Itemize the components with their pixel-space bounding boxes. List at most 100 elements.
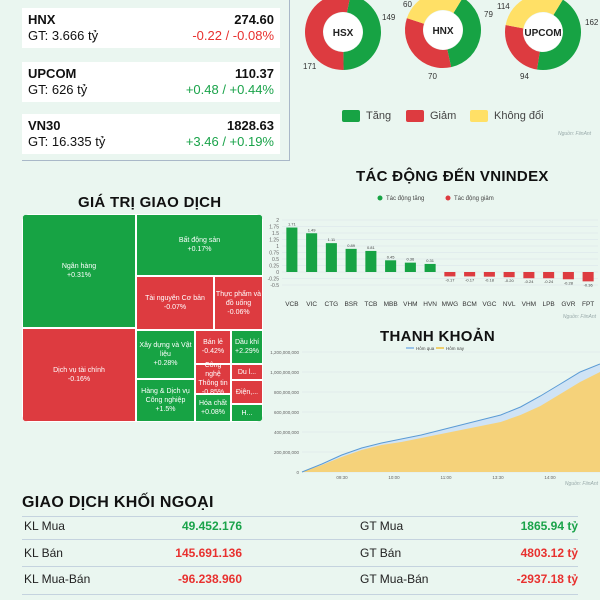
bar-value-label: -0.28 [564,280,574,285]
impact-bar [464,272,476,277]
donut-segment-up [447,0,481,68]
x-category-label: CTG [325,301,339,308]
impact-bar [345,248,357,272]
legend-swatch-down [406,110,424,122]
x-category-label: NVL [503,301,516,308]
donut-hnx-flat-count: 60 [403,0,412,9]
bar-value-label: -0.24 [524,279,534,284]
source-note: Nguồn: FiinAnt [558,131,592,137]
kl-net-label: KL Mua-Bán [24,572,91,586]
legend-swatch-flat [470,110,488,122]
impact-bar [325,243,337,272]
x-tick-label: 09:30 [336,475,348,480]
legend-dot-up [377,195,383,201]
gt-ban-label: GT Bán [360,546,402,560]
donut-upcom-up-count: 162 [585,18,599,27]
index-price: 1828.63 [227,118,274,133]
impact-bar [306,233,318,272]
treemap-cell[interactable]: Ngân hàng +0.31% [22,214,136,328]
foreign-section-title: GIAO DỊCH KHỐI NGOẠI [22,494,214,511]
x-category-label: VCB [285,301,298,308]
index-change: -0.22 / -0.08% [192,28,274,43]
y-tick-label: 1,000,000,000 [270,370,299,375]
impact-bar [483,272,495,277]
donut-hsx-down-count: 171 [303,62,317,71]
impact-bar [385,260,397,272]
y-tick-label: 0 [296,470,299,475]
gt-mua-value: 1865.94 tỷ [520,519,578,533]
y-tick-label: 400,000,000 [274,430,300,435]
impact-bar [404,262,416,272]
index-price: 110.37 [234,66,274,81]
donut-segment-flat [406,0,462,24]
donut-segment-down [405,18,452,69]
x-category-label: BSR [344,301,358,308]
bar-value-label: 1.49 [308,227,317,232]
treemap-cell[interactable]: Điện,... [231,380,263,404]
x-category-label: BCM [462,301,476,308]
bar-value-label: 0.81 [367,245,376,250]
index-change: +3.46 / +0.19% [185,134,274,149]
treemap-cell[interactable]: Tài nguyên Cơ bản -0.07% [136,276,214,330]
line-yesterday [301,363,600,473]
treemap-cell[interactable]: Bất động sản +0.17% [136,214,263,276]
impact-bar [503,272,515,278]
donut-label: UPCOM [524,28,561,39]
index-card-hnx: HNX 274.60 GT: 3.666 tỷ -0.22 / -0.08% [22,8,280,48]
divider [22,160,290,161]
source-note: Nguồn: FiinAnt [565,481,599,487]
breadth-donut-chart: HSX HNX UPCOM [305,0,581,70]
treemap-cell[interactable]: Xây dựng và Vật liệu +0.28% [136,330,195,379]
treemap-cell[interactable]: Dịch vụ tài chính -0.16% [22,328,136,422]
divider [22,516,578,517]
treemap-cell[interactable]: Công nghệ Thông tin -0.85% [195,362,231,396]
x-tick-label: 13:30 [492,475,504,480]
donut-label: HNX [432,26,453,37]
treemap-cell[interactable]: Du l... [231,364,263,380]
y-tick-label: 800,000,000 [274,390,300,395]
treemap-cell[interactable]: Hóa chất +0.08% [195,394,231,422]
index-value-traded: GT: 16.335 tỷ [28,134,106,149]
liquidity-area-chart: Hôm qua Hôm nay 1,200,000,000 1,000,000,000… [270,346,600,487]
donut-segment-down [305,0,350,70]
divider [22,594,578,595]
donut-center [323,12,363,52]
bar-value-label: -0.17 [445,277,455,282]
kl-mua-label: KL Mua [24,519,65,533]
y-tick-label: 600,000,000 [274,410,300,415]
legend-label: Hôm qua [416,346,435,351]
kl-mua-value: 49.452.176 [181,519,242,533]
gt-net-label: GT Mua-Bán [360,572,429,586]
y-tick-label: 200,000,000 [274,450,300,455]
donut-segment-down [505,25,540,70]
x-tick-label: 10:00 [388,475,400,480]
y-tick-label: 1.5 [272,231,279,237]
impact-bar [582,272,594,282]
index-value-traded: GT: 626 tỷ [28,82,88,97]
treemap-cell[interactable]: H... [231,404,263,422]
y-tick-label: -0.25 [268,277,280,283]
bar-value-label: -0.18 [485,278,495,283]
y-tick-label: 0.75 [269,251,279,257]
x-category-label: LPB [542,301,554,308]
treemap-cell[interactable]: Dầu khí +2.29% [231,330,263,364]
impact-bar [424,263,436,272]
legend-down-label: Giảm [430,110,457,122]
x-tick-label: 11:00 [441,475,452,480]
treemap-cell[interactable]: Hàng & Dịch vụ Công nghiệp +1.5% [136,379,195,422]
area-today [302,372,600,472]
donut-hnx-down-count: 70 [428,72,437,81]
impact-bar [444,272,456,277]
sector-treemap: Ngân hàng +0.31% Dịch vụ tài chính -0.16% … [22,214,263,422]
bar-value-label: -0.36 [584,282,594,287]
treemap-cell[interactable]: Thực phẩm và đồ uống -0.06% [214,276,263,330]
y-tick-label: 2 [276,218,279,224]
impact-bar [286,227,298,272]
impact-section-title: TÁC ĐỘNG ĐẾN VNINDEX [356,168,549,185]
index-card-vn30: VN30 1828.63 GT: 16.335 tỷ +3.46 / +0.19% [22,114,280,154]
index-price: 274.60 [234,12,274,27]
y-tick-label: 0.5 [272,257,279,263]
donut-upcom-flat-count: 114 [497,2,510,11]
divider [289,0,290,160]
treemap-cell[interactable]: Bán lẻ -0.42% [195,330,231,364]
